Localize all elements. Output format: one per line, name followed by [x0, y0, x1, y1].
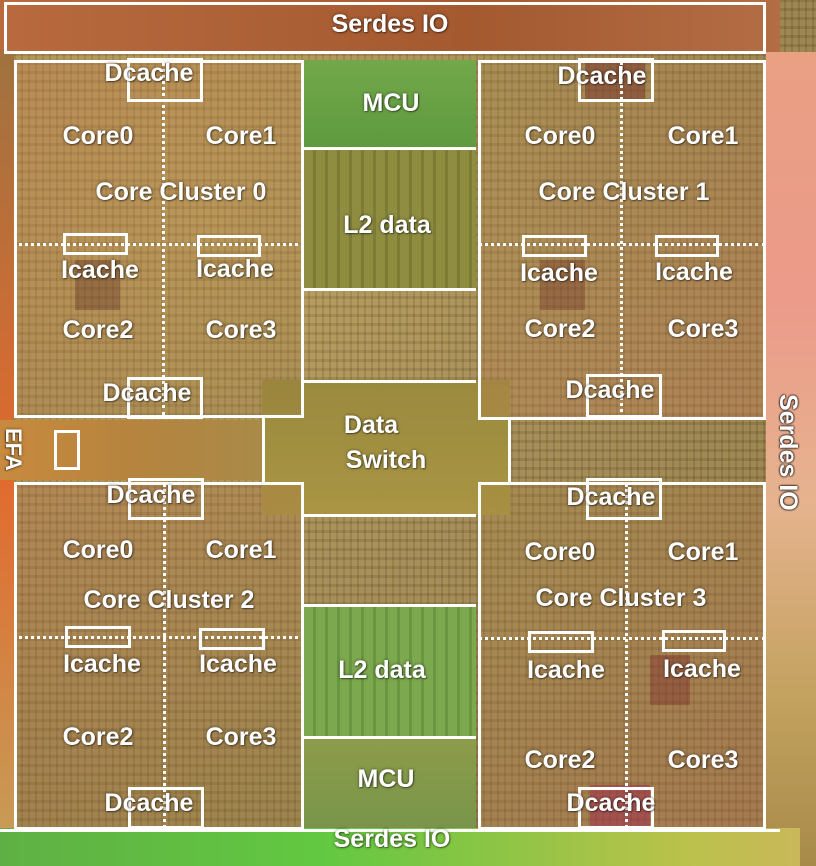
cluster-2-core3-label: Core3 — [205, 723, 277, 751]
switch-right-divider — [508, 420, 511, 482]
cache-tile — [650, 655, 690, 705]
cluster-0-icache-left-label: Icache — [61, 256, 139, 284]
cache-tile — [585, 60, 645, 100]
cluster-2-dcache-bottom-box — [128, 787, 204, 829]
cluster-3-title: Core Cluster 3 — [535, 584, 707, 612]
cluster-1-grid-h — [478, 243, 766, 246]
center-divider — [304, 288, 476, 291]
cluster-2-dcache-bottom-label: Dcache — [104, 789, 194, 817]
cluster-0-grid-h — [14, 243, 304, 246]
cluster-2-core1-label: Core1 — [205, 536, 277, 564]
cluster-3-region — [478, 482, 766, 830]
cluster-2-region — [14, 482, 304, 828]
serdes-top-outline — [4, 2, 766, 54]
cluster-1-dcache-top-label: Dcache — [557, 62, 647, 90]
cluster-1-icache-left-label: Icache — [520, 259, 598, 287]
cluster-1-dcache-bottom-box — [586, 374, 662, 418]
serdes-bottom-label: Serdes IO — [333, 825, 451, 853]
center-divider — [304, 736, 476, 739]
efa-region — [0, 420, 262, 480]
efa-label: EFA — [1, 428, 26, 471]
cluster-3-icache-left-label: Icache — [527, 656, 605, 684]
cluster-0-core1-label: Core1 — [205, 122, 277, 150]
cluster-2-core0-label: Core0 — [62, 536, 134, 564]
cluster-1-core0-label: Core0 — [524, 122, 596, 150]
cluster-3-icache-left-box — [528, 631, 594, 653]
cluster-2-dcache-top-label: Dcache — [106, 481, 196, 509]
data-switch-label-line2: Switch — [345, 446, 427, 474]
cluster-2-icache-left-label: Icache — [63, 650, 141, 678]
cluster-1-core3-label: Core3 — [667, 315, 739, 343]
cluster-1-core1-label: Core1 — [667, 122, 739, 150]
cluster-0-icache-left-box — [63, 233, 128, 255]
cluster-2-icache-left-box — [65, 626, 131, 648]
cluster-0-grid-v — [162, 62, 165, 416]
cluster-2-icache-right-box — [199, 628, 265, 650]
cluster-3-grid-v — [625, 484, 628, 828]
serdes-right-region — [766, 52, 816, 866]
cluster-1-dcache-top-box — [578, 58, 654, 102]
l2-bottom-region — [304, 606, 476, 738]
center-divider — [304, 514, 476, 517]
serdes-top-label: Serdes IO — [331, 10, 449, 38]
cluster-1-dcache-bottom-label: Dcache — [565, 376, 655, 404]
bottom-edge-line — [0, 829, 780, 832]
cluster-0-dcache-top-box — [127, 58, 203, 102]
cluster-2-icache-right-label: Icache — [199, 650, 277, 678]
cluster-3-dcache-bottom-box — [578, 787, 654, 829]
efa-outline-box — [54, 430, 80, 470]
cache-tile — [590, 785, 650, 827]
cluster-3-dcache-top-label: Dcache — [566, 483, 656, 511]
cluster-1-title: Core Cluster 1 — [538, 178, 710, 206]
center-divider — [304, 147, 476, 150]
cluster-1-outline — [478, 60, 766, 420]
data-switch-label-line1: Data — [343, 411, 399, 439]
switch-left-divider — [262, 418, 265, 482]
cluster-3-icache-right-label: Icache — [663, 655, 741, 683]
cluster-2-grid-h — [14, 636, 304, 639]
cluster-3-core0-label: Core0 — [524, 538, 596, 566]
cluster-0-dcache-bottom-box — [127, 377, 203, 419]
mcu-bottom-label: MCU — [357, 765, 415, 793]
cluster-1-grid-v — [620, 62, 623, 418]
l2-top-region — [304, 148, 476, 290]
mcu-top-label: MCU — [362, 89, 420, 117]
cluster-3-core3-label: Core3 — [667, 746, 739, 774]
cluster-0-core2-label: Core2 — [62, 316, 134, 344]
cluster-3-dcache-top-box — [586, 478, 662, 520]
cluster-0-region — [14, 60, 304, 418]
cluster-3-icache-right-box — [662, 630, 726, 652]
cluster-3-core2-label: Core2 — [524, 746, 596, 774]
cluster-0-core3-label: Core3 — [205, 316, 277, 344]
cluster-2-grid-v — [163, 484, 166, 828]
cluster-3-dcache-bottom-label: Dcache — [566, 789, 656, 817]
cluster-3-core1-label: Core1 — [667, 538, 739, 566]
l2-data-top-label: L2 data — [343, 211, 431, 239]
cluster-2-core2-label: Core2 — [62, 723, 134, 751]
cluster-0-title: Core Cluster 0 — [95, 178, 267, 206]
serdes-right-label: Serdes IO — [774, 394, 802, 511]
serdes-bottom-region — [0, 828, 800, 866]
center-divider — [304, 604, 476, 607]
mcu-top-region — [304, 60, 476, 148]
cluster-1-icache-right-label: Icache — [655, 258, 733, 286]
cache-tile — [540, 260, 585, 310]
cluster-0-icache-right-box — [197, 235, 261, 257]
mcu-bottom-region — [304, 738, 476, 828]
cache-tile — [75, 260, 120, 310]
cluster-1-core2-label: Core2 — [524, 315, 596, 343]
cluster-3-grid-h — [478, 637, 766, 640]
cluster-0-dcache-bottom-label: Dcache — [102, 379, 192, 407]
center-divider — [304, 380, 476, 383]
cluster-0-core0-label: Core0 — [62, 122, 134, 150]
cluster-2-title: Core Cluster 2 — [83, 586, 255, 614]
cluster-0-icache-right-label: Icache — [196, 255, 274, 283]
cluster-1-icache-left-box — [522, 235, 587, 257]
cluster-2-dcache-top-box — [128, 478, 204, 520]
l2-data-bottom-label: L2 data — [338, 656, 426, 684]
cluster-0-dcache-top-label: Dcache — [104, 59, 194, 87]
serdes-top-region — [0, 0, 780, 52]
cluster-1-icache-right-box — [655, 235, 719, 257]
